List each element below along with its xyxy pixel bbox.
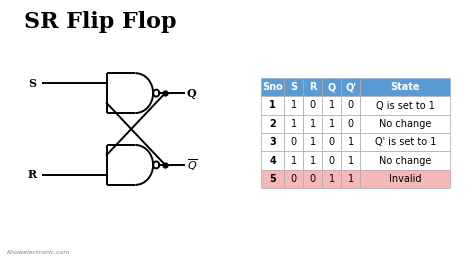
Text: Knowelectronic.com: Knowelectronic.com [7, 250, 71, 255]
Text: S: S [29, 78, 37, 89]
Text: R: R [27, 169, 37, 180]
Text: Q: Q [187, 88, 196, 99]
Text: $\overline{Q}$: $\overline{Q}$ [187, 157, 197, 173]
Text: SR Flip Flop: SR Flip Flop [24, 11, 176, 33]
